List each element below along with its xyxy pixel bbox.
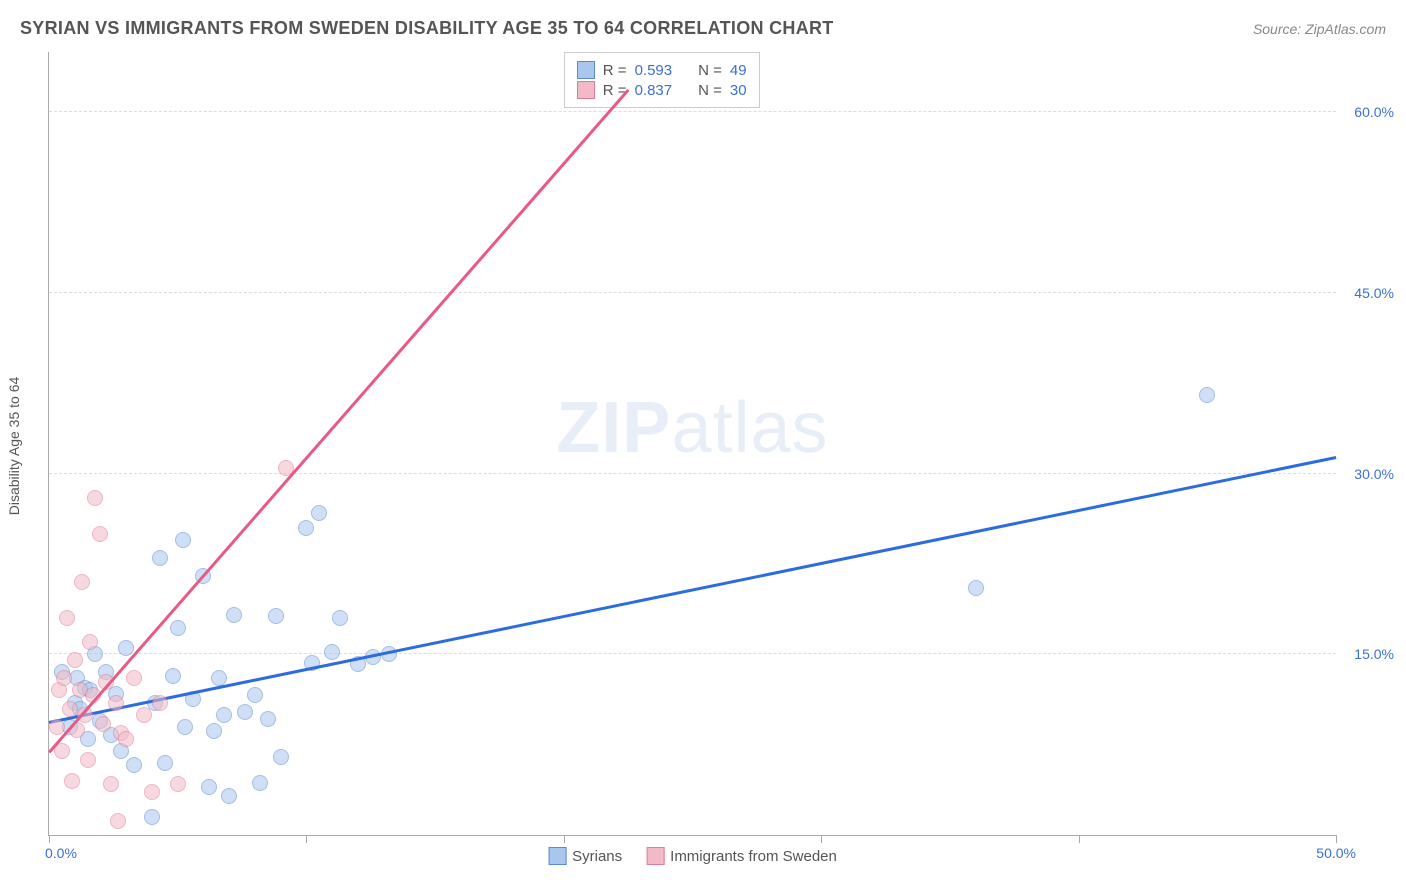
scatter-plot-area: ZIPatlas 0.0% 50.0% R =0.593N =49R =0.83… xyxy=(48,52,1336,836)
data-point xyxy=(311,505,327,521)
data-point xyxy=(92,526,108,542)
data-point xyxy=(110,813,126,829)
data-point xyxy=(968,580,984,596)
data-point xyxy=(170,620,186,636)
legend-row: R = 0.593 N = 49 xyxy=(577,61,747,79)
data-point xyxy=(157,755,173,771)
legend-swatch xyxy=(577,61,595,79)
data-point xyxy=(74,574,90,590)
data-point xyxy=(64,773,80,789)
legend-series-name: Syrians xyxy=(572,848,622,865)
x-tick xyxy=(564,835,565,843)
data-point xyxy=(49,719,65,735)
gridline xyxy=(49,473,1336,474)
x-axis-min-label: 0.0% xyxy=(45,845,77,861)
data-point xyxy=(152,695,168,711)
data-point xyxy=(144,784,160,800)
series-legend: Syrians Immigrants from Sweden xyxy=(548,847,837,865)
legend-swatch xyxy=(548,847,566,865)
data-point xyxy=(237,704,253,720)
legend-swatch xyxy=(646,847,664,865)
data-point xyxy=(62,701,78,717)
legend-item: Immigrants from Sweden xyxy=(646,847,837,865)
data-point xyxy=(144,809,160,825)
legend-n-value: 30 xyxy=(730,82,747,99)
y-tick-label: 45.0% xyxy=(1354,285,1394,301)
chart-title: SYRIAN VS IMMIGRANTS FROM SWEDEN DISABIL… xyxy=(20,18,834,39)
data-point xyxy=(103,776,119,792)
data-point xyxy=(67,652,83,668)
data-point xyxy=(221,788,237,804)
y-axis-title: Disability Age 35 to 64 xyxy=(6,377,22,516)
data-point xyxy=(126,757,142,773)
data-point xyxy=(298,520,314,536)
trend-line xyxy=(49,456,1337,723)
data-point xyxy=(152,550,168,566)
data-point xyxy=(247,687,263,703)
data-point xyxy=(175,532,191,548)
x-tick xyxy=(1079,835,1080,843)
x-tick xyxy=(306,835,307,843)
data-point xyxy=(226,607,242,623)
data-point xyxy=(177,719,193,735)
correlation-legend: R = 0.593 N = 49R = 0.837 N = 30 xyxy=(564,52,760,108)
legend-series-name: Immigrants from Sweden xyxy=(670,848,837,865)
data-point xyxy=(82,634,98,650)
data-point xyxy=(216,707,232,723)
data-point xyxy=(332,610,348,626)
data-point xyxy=(118,731,134,747)
data-point xyxy=(273,749,289,765)
watermark: ZIPatlas xyxy=(556,387,828,469)
data-point xyxy=(87,490,103,506)
legend-n-value: 49 xyxy=(730,62,747,79)
source-attribution: Source: ZipAtlas.com xyxy=(1253,21,1386,37)
y-tick-label: 15.0% xyxy=(1354,646,1394,662)
data-point xyxy=(260,711,276,727)
legend-n-label: N = xyxy=(698,82,722,99)
data-point xyxy=(136,707,152,723)
data-point xyxy=(126,670,142,686)
data-point xyxy=(108,695,124,711)
y-tick-label: 30.0% xyxy=(1354,466,1394,482)
data-point xyxy=(206,723,222,739)
data-point xyxy=(95,716,111,732)
data-point xyxy=(1199,387,1215,403)
y-tick-label: 60.0% xyxy=(1354,104,1394,120)
legend-swatch xyxy=(577,81,595,99)
legend-r-label: R = xyxy=(603,62,627,79)
x-tick xyxy=(49,835,50,843)
x-tick xyxy=(1336,835,1337,843)
gridline xyxy=(49,292,1336,293)
legend-n-label: N = xyxy=(698,62,722,79)
x-axis-max-label: 50.0% xyxy=(1316,845,1356,861)
data-point xyxy=(165,668,181,684)
legend-r-value: 0.593 xyxy=(635,62,673,79)
legend-item: Syrians xyxy=(548,847,622,865)
gridline xyxy=(49,111,1336,112)
data-point xyxy=(252,775,268,791)
data-point xyxy=(324,644,340,660)
data-point xyxy=(80,752,96,768)
gridline xyxy=(49,653,1336,654)
legend-r-value: 0.837 xyxy=(635,82,673,99)
data-point xyxy=(56,670,72,686)
data-point xyxy=(268,608,284,624)
data-point xyxy=(59,610,75,626)
x-tick xyxy=(821,835,822,843)
data-point xyxy=(201,779,217,795)
legend-row: R =0.837N =30 xyxy=(577,81,747,99)
data-point xyxy=(170,776,186,792)
